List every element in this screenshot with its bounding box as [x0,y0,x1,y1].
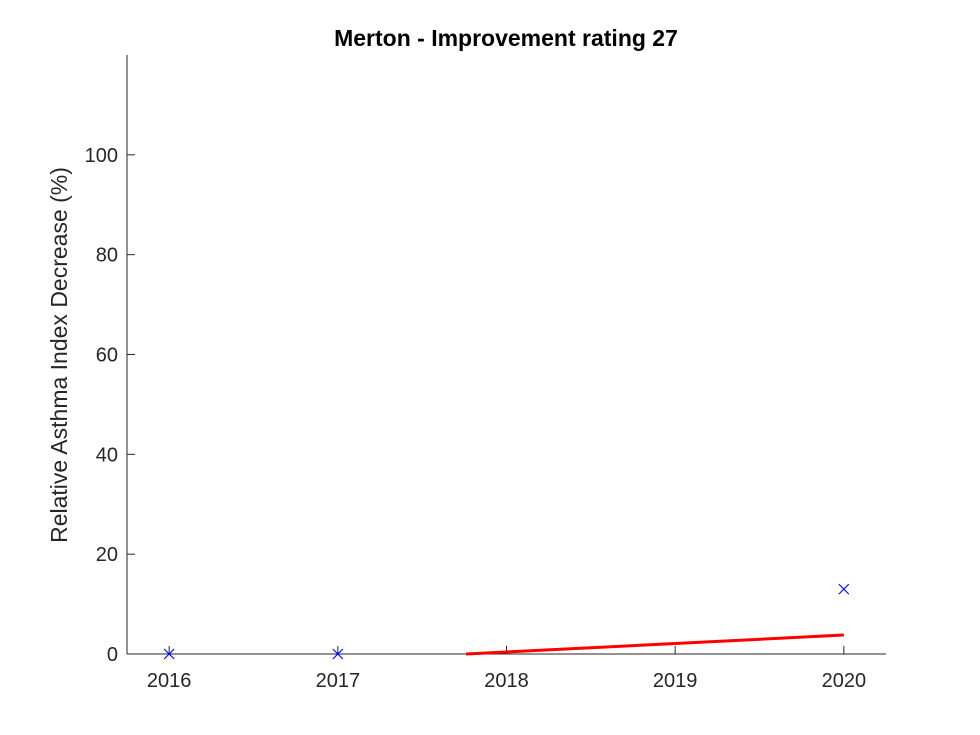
x-tick-label: 2020 [822,670,867,692]
plot-area [163,583,850,660]
x-tick-label: 2017 [316,670,361,692]
data-point-marker [838,583,850,595]
x-tick-label: 2019 [653,670,698,692]
marker-stroke [332,648,344,660]
data-point-marker [332,648,344,660]
y-tick-label: 80 [96,245,118,267]
data-point-marker [163,648,175,660]
marker-stroke [163,648,175,660]
y-tick-label: 100 [85,145,118,167]
axes: 2016 2017 2018 2019 2020 0 20 40 60 80 100 [85,55,886,692]
y-tick-label: 60 [96,345,118,367]
marker-stroke [838,583,850,595]
y-axis-label: Relative Asthma Index Decrease (%) [46,167,72,543]
trend-line [465,633,844,656]
chart-title: Merton - Improvement rating 27 [334,25,678,51]
x-tick-label: 2016 [147,670,192,692]
y-tick-label: 40 [96,444,118,466]
y-tick-label: 20 [96,544,118,566]
x-tick-label: 2018 [484,670,529,692]
y-tick-label: 0 [107,644,118,666]
